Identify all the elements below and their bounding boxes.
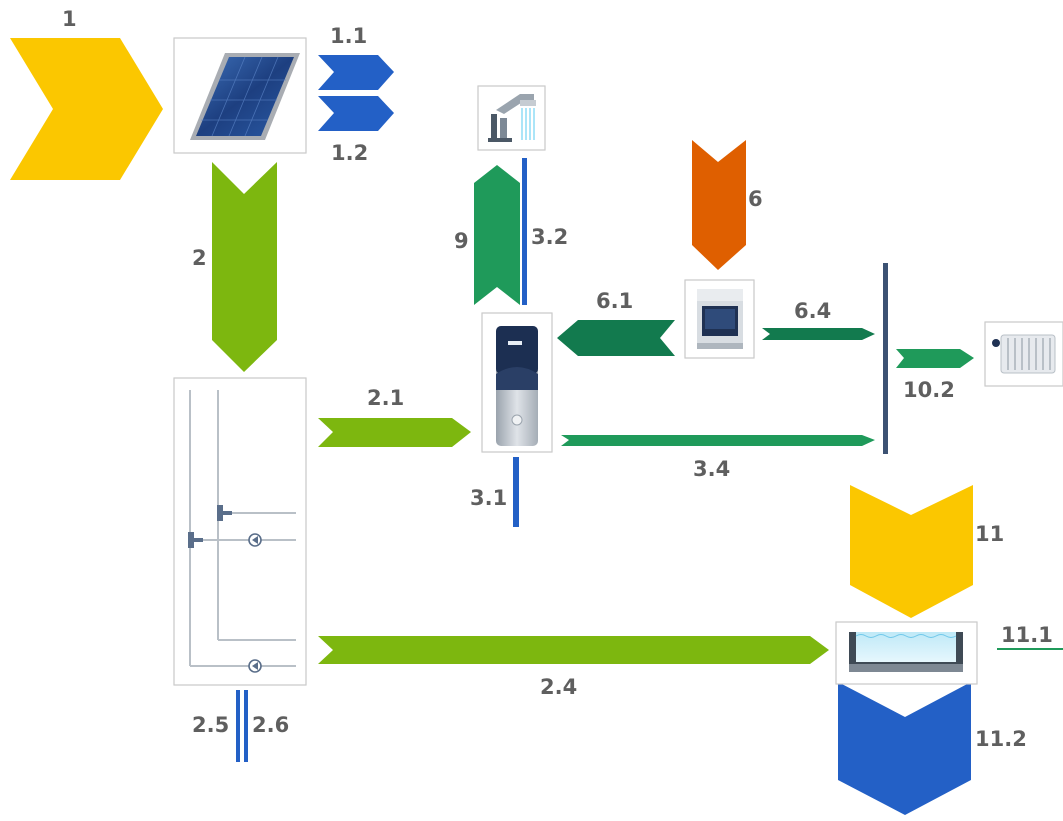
flow-1-1-arrow [318,55,394,90]
label-11-1: 11.1 [1001,623,1053,647]
flow-3-1-line [513,457,519,527]
label-2-4: 2.4 [540,675,577,699]
label-3-4: 3.4 [693,457,730,481]
hydraulic-station-icon [173,377,307,686]
label-10-2: 10.2 [903,378,955,402]
flow-6-arrow [692,140,746,270]
label-2-6: 2.6 [252,713,289,737]
flow-3-2-line [522,158,527,305]
flow-2-6-line [244,690,248,762]
flow-2-5-line [236,690,240,762]
flow-2-1-arrow [318,418,471,447]
flow-11-2-arrow [838,682,971,815]
label-1-1: 1.1 [330,24,367,48]
flow-6-4-arrow [762,328,875,340]
solar-input-arrow [10,38,163,180]
label-2-1: 2.1 [367,386,404,410]
label-3-1: 3.1 [470,486,507,510]
flow-2-4-arrow [318,636,829,664]
label-6: 6 [748,187,763,211]
solar-panel-icon [173,37,307,154]
label-6-1: 6.1 [596,289,633,313]
flow-2-arrow [212,162,277,372]
flow-6-1-arrow [557,320,675,356]
flow-11-1-line [997,648,1063,650]
label-11-2: 11.2 [975,727,1027,751]
radiator-icon [984,321,1063,387]
label-1: 1 [62,7,77,31]
flow-1-2-arrow [318,96,394,131]
flow-9-arrow [474,165,520,305]
label-2-5: 2.5 [192,713,229,737]
swimming-pool-icon [835,621,978,685]
flow-11-arrow [850,485,973,618]
shower-icon [477,85,546,151]
label-6-4: 6.4 [794,299,831,323]
label-1-2: 1.2 [331,141,368,165]
label-11: 11 [975,522,1004,546]
label-3-2: 3.2 [531,225,568,249]
label-2: 2 [192,246,207,270]
hot-water-tank-icon [481,312,553,453]
label-9: 9 [454,229,469,253]
flow-3-4-arrow [561,435,875,446]
boiler-icon [684,279,755,359]
flow-10-2-arrow [896,349,974,368]
distribution-bus [883,263,888,454]
